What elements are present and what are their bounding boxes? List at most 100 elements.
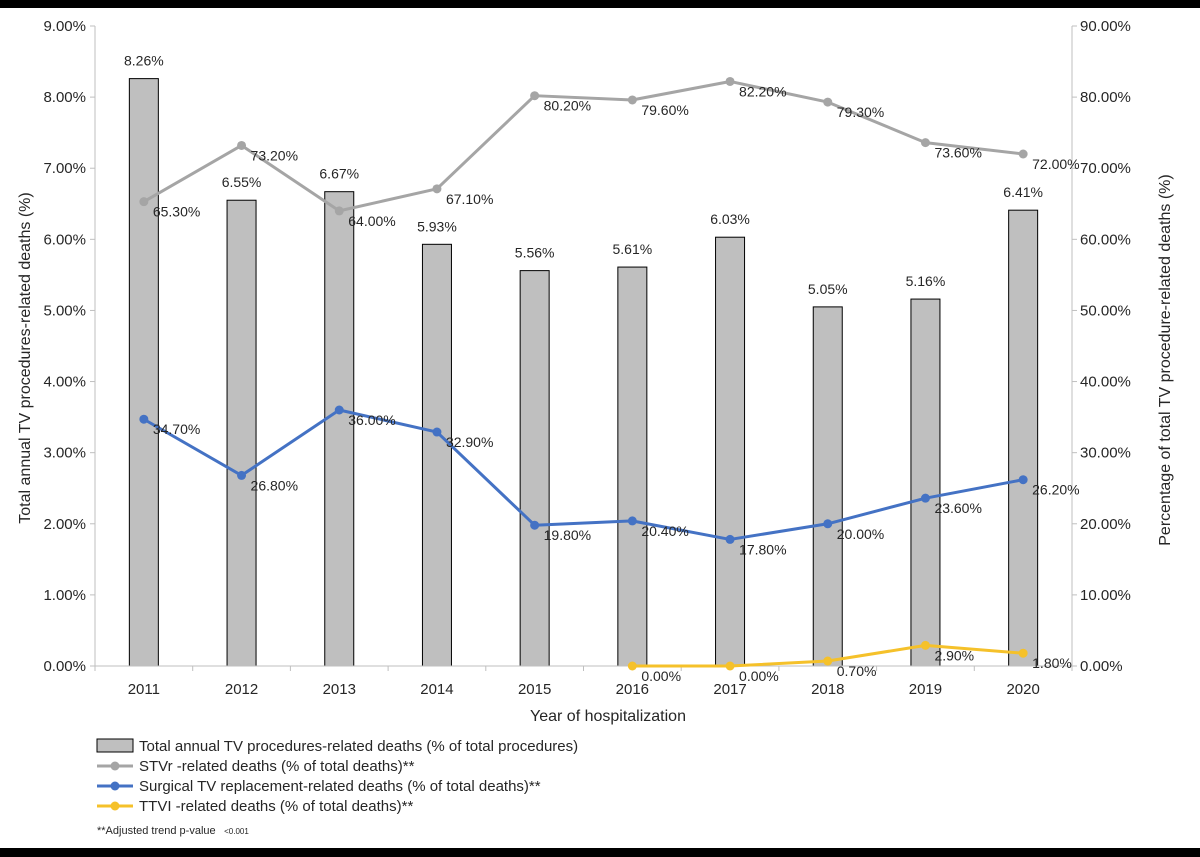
- point-label-series1-2016: 20.40%: [641, 523, 688, 539]
- point-series0-2017: [725, 76, 735, 86]
- point-label-series1-2019: 23.60%: [934, 500, 981, 516]
- point-label-series1-2015: 19.80%: [544, 527, 591, 543]
- right-tick-label: 80.00%: [1080, 89, 1131, 106]
- bar-2014: [421, 243, 452, 667]
- bar-label-2018: 5.05%: [808, 281, 848, 297]
- left-tick-label: 7.00%: [43, 160, 86, 177]
- x-tick-label-2017: 2017: [713, 681, 746, 698]
- point-series0-2018: [823, 97, 833, 107]
- legend-stvr-label: STVr -related deaths (% of total deaths)…: [139, 758, 415, 775]
- right-tick-label: 30.00%: [1080, 445, 1131, 462]
- right-tick-label: 60.00%: [1080, 231, 1131, 248]
- bar-label-2013: 6.67%: [319, 166, 359, 182]
- point-label-series1-2020: 26.20%: [1032, 482, 1079, 498]
- bar-2015: [519, 270, 550, 667]
- point-series1-2016: [627, 516, 637, 526]
- footnote-main: **Adjusted trend p-value: [97, 825, 216, 837]
- legend-stvr-swatch-marker: [110, 761, 120, 771]
- x-tick-label-2012: 2012: [225, 681, 258, 698]
- left-tick-label: 6.00%: [43, 231, 86, 248]
- point-series1-2013: [334, 405, 344, 415]
- point-series1-2011: [139, 414, 149, 424]
- left-tick-label: 1.00%: [43, 587, 86, 604]
- right-tick-label: 20.00%: [1080, 516, 1131, 533]
- point-label-series0-2015: 80.20%: [544, 98, 591, 114]
- point-series1-2015: [530, 520, 540, 530]
- line-series-1: [143, 408, 1024, 541]
- point-label-series2-2020: 1.80%: [1032, 655, 1072, 671]
- point-label-series2-2018: 0.70%: [837, 663, 877, 679]
- bar-2011: [128, 78, 159, 667]
- point-label-series1-2018: 20.00%: [837, 526, 884, 542]
- x-tick-label-2015: 2015: [518, 681, 551, 698]
- legend-bar-swatch: [96, 738, 134, 753]
- point-label-series2-2016: 0.00%: [641, 668, 681, 684]
- bar-2016: [617, 266, 648, 667]
- right-tick-label: 0.00%: [1080, 658, 1123, 675]
- legend-ttvi-swatch-marker: [110, 801, 120, 811]
- line-series: [139, 76, 1028, 671]
- point-series1-2019: [920, 493, 930, 503]
- point-series1-2018: [823, 519, 833, 529]
- point-label-series0-2016: 79.60%: [641, 102, 688, 118]
- bar-label-2016: 5.61%: [612, 241, 652, 257]
- x-tick-label-2016: 2016: [616, 681, 649, 698]
- point-series0-2012: [237, 140, 247, 150]
- right-y-axis-title: Percentage of total TV procedure-related…: [1157, 174, 1174, 545]
- left-tick-label: 3.00%: [43, 445, 86, 462]
- x-axis-title: Year of hospitalization: [530, 708, 686, 725]
- bar-label-2011: 8.26%: [124, 53, 164, 69]
- right-tick-label: 40.00%: [1080, 374, 1131, 391]
- point-label-series0-2019: 73.60%: [934, 145, 981, 161]
- bar-label-2015: 5.56%: [515, 245, 555, 261]
- point-series2-2016: [627, 661, 637, 671]
- point-series2-2020: [1018, 648, 1028, 658]
- bar-label-2017: 6.03%: [710, 211, 750, 227]
- legend-bar-label: Total annual TV procedures-related death…: [139, 738, 578, 755]
- point-series1-2012: [237, 470, 247, 480]
- left-tick-label: 2.00%: [43, 516, 86, 533]
- point-label-series0-2020: 72.00%: [1032, 156, 1079, 172]
- point-label-series0-2013: 64.00%: [348, 213, 395, 229]
- point-series2-2017: [725, 661, 735, 671]
- left-tick-label: 9.00%: [43, 18, 86, 35]
- right-tick-label: 90.00%: [1080, 18, 1131, 35]
- point-label-series0-2014: 67.10%: [446, 191, 493, 207]
- point-series0-2011: [139, 197, 149, 207]
- right-tick-label: 10.00%: [1080, 587, 1131, 604]
- point-series2-2019: [920, 640, 930, 650]
- point-series0-2013: [334, 206, 344, 216]
- bar-label-2020: 6.41%: [1003, 184, 1043, 200]
- legend: Total annual TV procedures-related death…: [96, 738, 578, 815]
- point-series0-2016: [627, 95, 637, 105]
- x-tick-label-2011: 2011: [128, 681, 160, 698]
- point-series0-2019: [920, 138, 930, 148]
- bar-label-2014: 5.93%: [417, 218, 457, 234]
- bar-series: [128, 78, 1039, 667]
- point-series0-2020: [1018, 149, 1028, 159]
- bar-2018: [812, 306, 843, 667]
- axes: 0.00% 1.00% 2.00% 3.00% 4.00% 5.00% 6.00% 7.00%…: [43, 18, 1130, 698]
- left-tick-label: 5.00%: [43, 302, 86, 319]
- bar-2012: [226, 199, 257, 667]
- left-tick-label: 4.00%: [43, 374, 86, 391]
- point-series2-2018: [823, 656, 833, 666]
- x-tick-label-2020: 2020: [1006, 681, 1039, 698]
- point-series1-2014: [432, 427, 442, 437]
- chart-frame: 0.00% 1.00% 2.00% 3.00% 4.00% 5.00% 6.00% 7.00%…: [0, 8, 1200, 848]
- legend-surgical-label: Surgical TV replacement-related deaths (…: [139, 778, 541, 795]
- point-label-series0-2018: 79.30%: [837, 104, 884, 120]
- left-tick-label: 8.00%: [43, 89, 86, 106]
- bar-label-2019: 5.16%: [906, 273, 946, 289]
- line-series-0: [143, 79, 1024, 213]
- bar-2017: [715, 236, 746, 667]
- bar-label-2012: 6.55%: [222, 174, 262, 190]
- point-label-series1-2012: 26.80%: [251, 477, 298, 493]
- bar-2013: [324, 191, 355, 667]
- left-tick-label: 0.00%: [43, 658, 86, 675]
- data-labels: 8.26% 6.55% 6.67% 5.93% 5.56% 5.61% 6.03% 5.05%…: [124, 53, 1080, 684]
- point-label-series1-2014: 32.90%: [446, 434, 493, 450]
- point-label-series0-2017: 82.20%: [739, 83, 786, 99]
- point-series1-2017: [725, 534, 735, 544]
- legend-surgical-swatch-marker: [110, 781, 120, 791]
